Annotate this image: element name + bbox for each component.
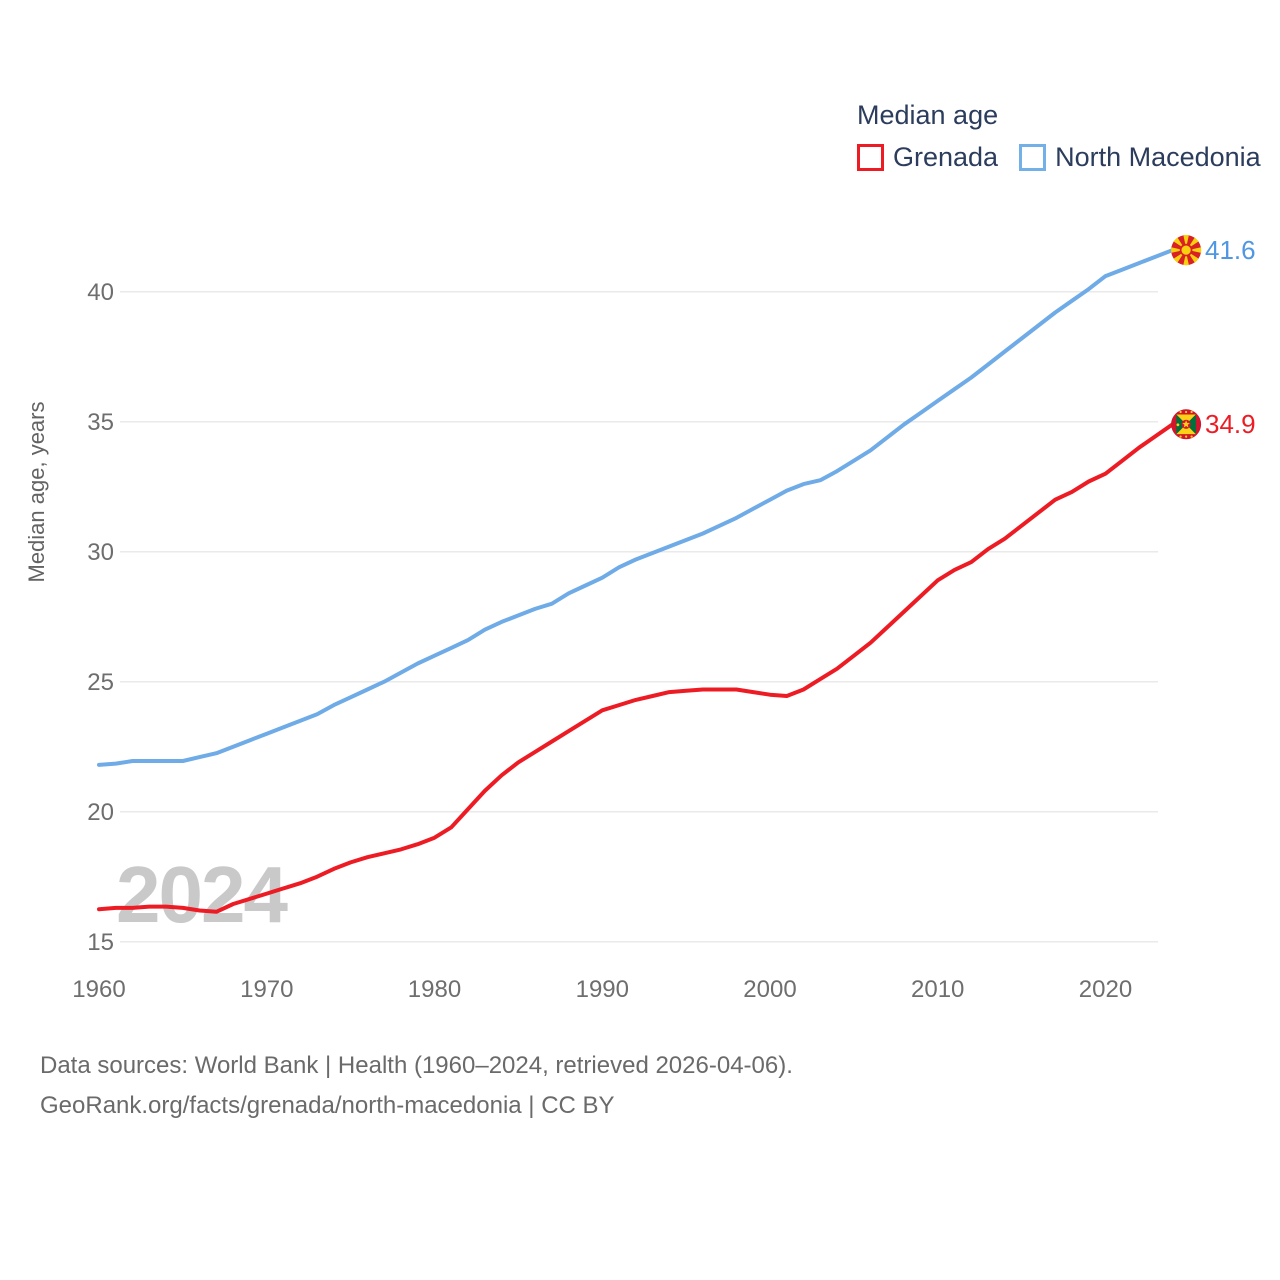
footer-link-line: GeoRank.org/facts/grenada/north-macedoni… — [40, 1092, 615, 1119]
legend-item-grenada[interactable]: Grenada — [857, 142, 998, 173]
axis-tick-labels: 40 35 30 25 20 15 1960 1970 1980 1990 2000 2010 2020 — [72, 279, 1132, 1003]
y-tick-label-15: 15 — [87, 929, 114, 956]
legend-row: Grenada North Macedonia — [857, 142, 1261, 173]
legend-item-north-macedonia[interactable]: North Macedonia — [1019, 142, 1261, 173]
x-tick-label-2020: 2020 — [1079, 976, 1132, 1003]
series-end-markers — [1171, 235, 1202, 440]
footer: Data sources: World Bank | Health (1960–… — [40, 1046, 793, 1126]
y-tick-label-40: 40 — [87, 279, 114, 306]
series-line-grenada[interactable] — [97, 422, 1175, 914]
y-axis-title: Median age, years — [24, 402, 49, 583]
x-tick-label-1980: 1980 — [408, 976, 461, 1003]
series-line-north-macedonia[interactable] — [97, 248, 1175, 767]
gridlines — [120, 290, 1158, 943]
x-tick-label-1960: 1960 — [72, 976, 125, 1003]
x-tick-label-2000: 2000 — [743, 976, 796, 1003]
end-value-grenada: 34.9 — [1205, 409, 1256, 439]
north-macedonia-swatch-icon — [1019, 144, 1047, 171]
y-tick-label-20: 20 — [87, 799, 114, 826]
footer-source-line: Data sources: World Bank | Health (1960–… — [40, 1052, 793, 1079]
y-tick-label-30: 30 — [87, 539, 114, 566]
grenada-swatch-icon — [857, 144, 884, 171]
series-lines — [97, 248, 1175, 914]
end-value-north-macedonia: 41.6 — [1205, 235, 1256, 265]
flag-icon-north-macedonia — [1171, 235, 1202, 266]
flag-icon-grenada — [1171, 409, 1202, 440]
y-tick-label-35: 35 — [87, 409, 114, 436]
y-tick-label-25: 25 — [87, 669, 114, 696]
x-tick-label-1970: 1970 — [240, 976, 293, 1003]
legend: Median age Grenada North Macedonia — [857, 100, 1261, 173]
legend-title: Median age — [857, 100, 999, 130]
x-tick-label-2010: 2010 — [911, 976, 964, 1003]
legend-label-grenada: Grenada — [893, 142, 999, 172]
x-tick-label-1990: 1990 — [576, 976, 629, 1003]
legend-label-north-macedonia: North Macedonia — [1055, 142, 1261, 172]
